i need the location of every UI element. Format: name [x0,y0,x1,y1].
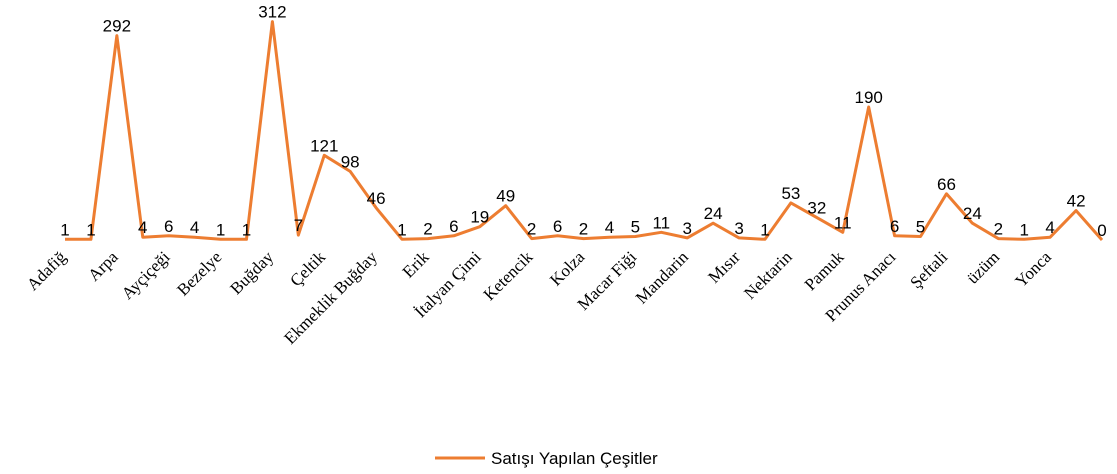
data-label: 6 [553,217,562,236]
data-label: 4 [138,218,147,237]
series-line [65,20,1104,241]
data-label: 46 [367,189,386,208]
data-label: 2 [423,220,432,239]
data-label: 11 [652,213,670,232]
x-tick-label: Arpa [84,247,122,285]
data-label: 2 [579,220,588,239]
x-tick-label: üzüm [963,247,1003,287]
data-label: 1 [86,220,95,239]
x-tick-label: Erik [399,247,433,281]
x-tick-label: Adafiğ [23,247,70,294]
x-tick-label: Kolza [546,247,588,289]
data-label: 292 [103,17,131,36]
data-label: 24 [963,204,982,223]
x-tick-label: Ekmeklik Buğday [280,247,381,348]
data-label: 1 [242,220,251,239]
data-label: 53 [781,184,800,203]
data-label: 1 [397,220,406,239]
data-label: 4 [190,218,199,237]
data-label: 0 [1097,221,1106,240]
x-tick-label: Bezelye [173,247,225,299]
data-label: 2 [994,220,1003,239]
data-label: 121 [310,136,338,155]
data-label: 312 [258,3,286,22]
x-tick-label: Nektarin [740,247,796,303]
data-label: 24 [704,204,723,223]
data-label: 98 [341,152,360,171]
x-tick-label: Şeftali [906,247,951,292]
data-label: 190 [854,88,882,107]
x-tick-label: Ketencik [480,247,537,304]
data-label: 66 [937,175,956,194]
x-tick-label: Çeltik [286,247,329,290]
data-label: 4 [1045,218,1054,237]
x-tick-label: Pamuk [801,247,848,294]
x-tick-label: Mandarin [632,247,693,308]
data-label: 32 [807,199,826,218]
data-label: 4 [605,218,614,237]
data-label: 1 [60,220,69,239]
data-label: 6 [449,217,458,236]
data-label: 49 [496,187,515,206]
x-tick-label: Ayçiçeği [118,247,174,303]
data-label: 19 [470,208,489,227]
data-label: 6 [164,217,173,236]
data-label: 1 [216,220,225,239]
x-tick-label: Buğday [226,247,277,298]
data-label: 1 [760,220,769,239]
data-label: 2 [527,220,536,239]
data-label: 6 [890,217,899,236]
data-label: 3 [682,219,691,238]
x-tick-label: Yonca [1011,247,1055,291]
legend-label: Satışı Yapılan Çeşitler [491,449,658,468]
data-label: 7 [294,216,303,235]
data-label: 42 [1067,192,1086,211]
data-label: 11 [834,213,852,232]
data-label: 5 [631,218,640,237]
x-tick-label: Mısır [704,247,744,287]
data-label: 1 [1019,220,1028,239]
data-label: 3 [734,219,743,238]
data-label: 5 [916,218,925,237]
